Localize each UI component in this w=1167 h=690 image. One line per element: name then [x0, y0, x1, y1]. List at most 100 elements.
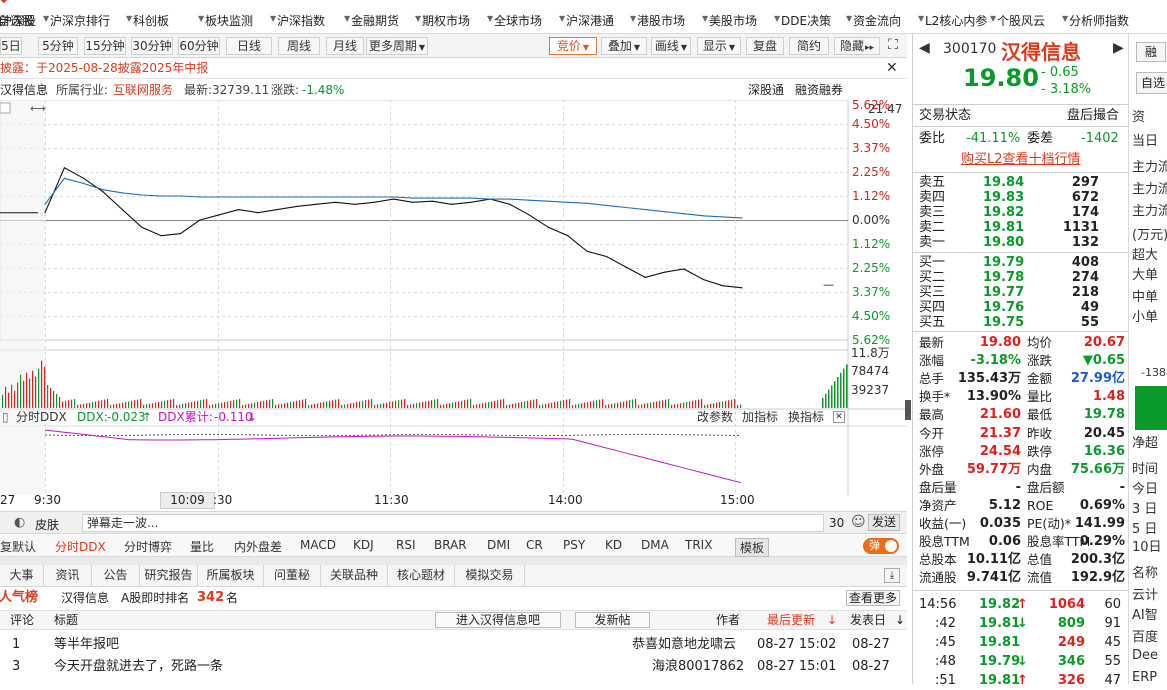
- bid-row[interactable]: 买五 19.75 55: [913, 315, 1129, 330]
- ask-row[interactable]: 卖二 19.81 1131: [913, 220, 1129, 235]
- nav-tab-8[interactable]: 沪深港通: [566, 14, 615, 28]
- forum-row[interactable]: 3 今天开盘就进去了，死路一条 海浪80017862 08-27 15:01 08-27: [0, 656, 907, 678]
- fund-flow-row[interactable]: Dee: [1132, 648, 1159, 663]
- ddx-menu-icon[interactable]: ▯: [2, 410, 9, 424]
- skin-button[interactable]: 皮肤: [35, 518, 60, 532]
- forum-row[interactable]: 1 等半年报吧 恭喜如意地龙啸云 08-27 15:02 08-27: [0, 634, 907, 656]
- toolbar-button-4[interactable]: 复盘: [746, 37, 784, 55]
- news-tab-8[interactable]: 模拟交易: [455, 565, 525, 587]
- period-button-1[interactable]: 5分钟: [38, 37, 78, 55]
- send-button[interactable]: 发送: [868, 514, 900, 531]
- danmaku-input[interactable]: 弹幕走一波...: [82, 514, 824, 532]
- news-tab-2[interactable]: 公告: [92, 565, 140, 587]
- nav-tab-3[interactable]: 板块监测: [205, 14, 254, 28]
- fund-flow-row[interactable]: 百度: [1132, 630, 1159, 645]
- nav-tab-2[interactable]: 科创板: [133, 14, 170, 28]
- nav-tab-12[interactable]: 资金流向: [853, 14, 902, 28]
- news-tab-6[interactable]: 关联品种: [321, 565, 388, 587]
- news-tab-5[interactable]: 问董秘: [264, 565, 321, 587]
- period-button-0[interactable]: 5日: [0, 37, 22, 55]
- sort-down-icon[interactable]: ↓: [827, 613, 838, 627]
- bid-row[interactable]: 买一 19.79 408: [913, 255, 1129, 270]
- ddx-edit-params-link[interactable]: 改参数: [697, 410, 734, 424]
- fund-flow-row[interactable]: 云计: [1132, 588, 1159, 603]
- nav-dropdown-icon[interactable]: ▼: [126, 14, 133, 23]
- indicator-tab-3[interactable]: 量比: [190, 540, 215, 554]
- ddx-change-indicator-link[interactable]: 换指标: [788, 410, 825, 424]
- ask-row[interactable]: 卖四 19.83 672: [913, 190, 1129, 205]
- nav-tab-9[interactable]: 港股市场: [637, 14, 686, 28]
- nav-tab-0[interactable]: 沪深股: [0, 14, 37, 28]
- toolbar-button-0[interactable]: 竞价 ▼: [549, 37, 597, 55]
- indicator-tab-6[interactable]: KDJ: [353, 538, 374, 552]
- nav-tab-watchlist[interactable]: 自选股: [0, 14, 35, 28]
- indicator-tab-2[interactable]: 分时博弈: [124, 540, 173, 554]
- indicator-tab-15[interactable]: 模板: [735, 538, 770, 557]
- nav-dropdown-icon[interactable]: ▼: [990, 14, 997, 23]
- hk-connect-link[interactable]: 深股通: [748, 83, 785, 97]
- toolbar-button-2[interactable]: 画线 ▼: [651, 37, 691, 55]
- indicator-tab-8[interactable]: BRAR: [434, 538, 467, 552]
- nav-tab-13[interactable]: L2核心内参: [925, 14, 988, 28]
- row-title[interactable]: 今天开盘就进去了，死路一条: [54, 659, 224, 674]
- period-button-7[interactable]: 月线: [326, 37, 364, 55]
- news-tab-4[interactable]: 所属板块: [198, 565, 264, 587]
- nav-tab-7[interactable]: 全球市场: [494, 14, 543, 28]
- ask-row[interactable]: 卖五 19.84 297: [913, 175, 1129, 190]
- period-button-6[interactable]: 周线: [278, 37, 320, 55]
- indicator-tab-4[interactable]: 内外盘差: [234, 540, 283, 554]
- news-tab-0[interactable]: 大事: [0, 565, 44, 587]
- bid-row[interactable]: 买三 19.77 218: [913, 285, 1129, 300]
- close-icon[interactable]: ✕: [886, 60, 898, 76]
- row-author[interactable]: 恭喜如意地龙啸云: [632, 637, 737, 652]
- period-button-4[interactable]: 60分钟: [178, 37, 220, 55]
- period-button-2[interactable]: 15分钟: [84, 37, 126, 55]
- prev-stock-icon[interactable]: ◀: [919, 40, 930, 56]
- toolbar-button-1[interactable]: 叠加 ▼: [601, 37, 647, 55]
- next-stock-icon[interactable]: ▶: [1113, 40, 1124, 56]
- nav-dropdown-icon[interactable]: ▼: [630, 14, 637, 23]
- nav-tab-4[interactable]: 沪深指数: [277, 14, 326, 28]
- indicator-tab-0[interactable]: 复默认: [0, 540, 37, 554]
- nav-dropdown-icon[interactable]: ▼: [415, 14, 422, 23]
- margin-button[interactable]: 融: [1136, 42, 1166, 62]
- nav-dropdown-icon[interactable]: ▼: [774, 14, 781, 23]
- nav-dropdown-icon[interactable]: ▼: [270, 14, 277, 23]
- nav-tab-15[interactable]: 分析师指数: [1069, 14, 1130, 28]
- indicator-tab-11[interactable]: PSY: [563, 538, 586, 552]
- news-tab-3[interactable]: 研究报告: [140, 565, 198, 587]
- indicator-tab-5[interactable]: MACD: [300, 538, 336, 552]
- ddx-title[interactable]: 分时DDX: [16, 410, 67, 424]
- indicator-tab-1[interactable]: 分时DDX: [55, 540, 106, 554]
- news-tab-1[interactable]: 资讯: [44, 565, 92, 587]
- panel-collapse-arrow-icon[interactable]: [905, 400, 911, 420]
- new-post-button[interactable]: 发新帖: [575, 612, 650, 628]
- news-tab-7[interactable]: 核心题材: [388, 565, 455, 587]
- bid-row[interactable]: 买四 19.76 49: [913, 300, 1129, 315]
- period-button-3[interactable]: 30分钟: [131, 37, 173, 55]
- nav-tab-10[interactable]: 美股市场: [709, 14, 758, 28]
- period-button-5[interactable]: 日线: [226, 37, 272, 55]
- minimize-panel-icon[interactable]: ⤓: [884, 568, 900, 583]
- nav-tab-14[interactable]: 个股风云: [997, 14, 1046, 28]
- margin-trading-link[interactable]: 融资融券: [795, 83, 844, 97]
- nav-tab-6[interactable]: 期权市场: [422, 14, 471, 28]
- nav-dropdown-icon[interactable]: ▼: [344, 14, 351, 23]
- sort-posted-icon[interactable]: ↓: [895, 613, 906, 627]
- notice-text[interactable]: 于2025-08-28披露2025年中报: [36, 61, 209, 75]
- indicator-tab-7[interactable]: RSI: [396, 538, 416, 552]
- indicator-tab-9[interactable]: DMI: [487, 538, 511, 552]
- nav-dropdown-icon[interactable]: ▼: [1062, 14, 1069, 23]
- bid-row[interactable]: 买二 19.78 274: [913, 270, 1129, 285]
- nav-dropdown-icon[interactable]: ▼: [198, 14, 205, 23]
- toolbar-button-3[interactable]: 显示 ▼: [697, 37, 741, 55]
- fund-flow-item[interactable]: 当日: [1132, 134, 1159, 149]
- skin-icon[interactable]: ◐: [14, 515, 26, 530]
- nav-tab-5[interactable]: 金融期货: [351, 14, 400, 28]
- nav-dropdown-icon[interactable]: ▼: [918, 14, 925, 23]
- indicator-tab-12[interactable]: KD: [605, 538, 623, 552]
- row-title[interactable]: 等半年报吧: [54, 637, 120, 652]
- nav-dropdown-icon[interactable]: ▼: [559, 14, 566, 23]
- nav-dropdown-icon[interactable]: ▼: [487, 14, 494, 23]
- enter-forum-button[interactable]: 进入汉得信息吧: [435, 612, 561, 628]
